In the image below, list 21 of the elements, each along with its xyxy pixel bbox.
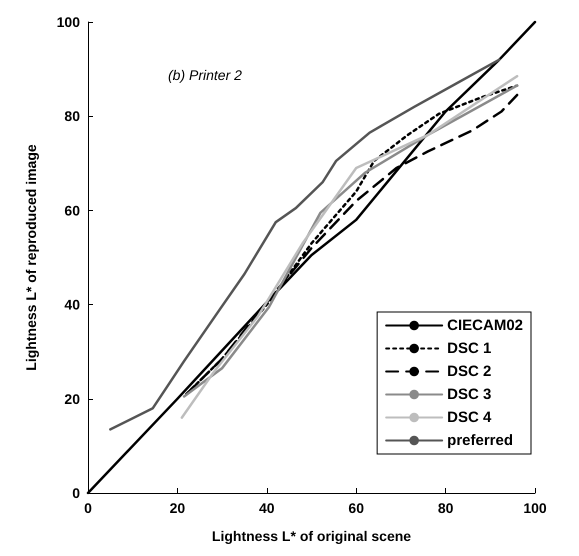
- x-axis-title: Lightness L* of original scene: [212, 528, 412, 544]
- legend-label: DSC 4: [447, 409, 492, 426]
- annotation: (b) Printer 2: [168, 67, 242, 83]
- y-tick-label: 100: [56, 14, 80, 30]
- x-tick-label: 20: [170, 500, 186, 516]
- y-tick-label: 40: [64, 296, 80, 313]
- legend-label: CIECAM02: [447, 317, 524, 334]
- x-tick-label: 0: [84, 500, 92, 516]
- y-tick-label: 60: [64, 202, 80, 218]
- y-tick-label: 0: [72, 485, 80, 501]
- y-axis-title: Lightness L* of reproduced image: [23, 144, 39, 371]
- legend-label: DSC 3: [447, 386, 492, 403]
- x-tick-label: 60: [348, 500, 364, 516]
- x-tick-label: 100: [523, 500, 547, 516]
- x-tick-label: 80: [438, 500, 454, 516]
- legend-label: DSC 1: [447, 340, 492, 357]
- legend-label: DSC 2: [447, 363, 492, 380]
- legend-label: preferred: [447, 432, 514, 449]
- x-tick-label: 40: [259, 500, 275, 516]
- y-tick-label: 80: [64, 108, 80, 124]
- y-tick-label: 20: [64, 390, 80, 407]
